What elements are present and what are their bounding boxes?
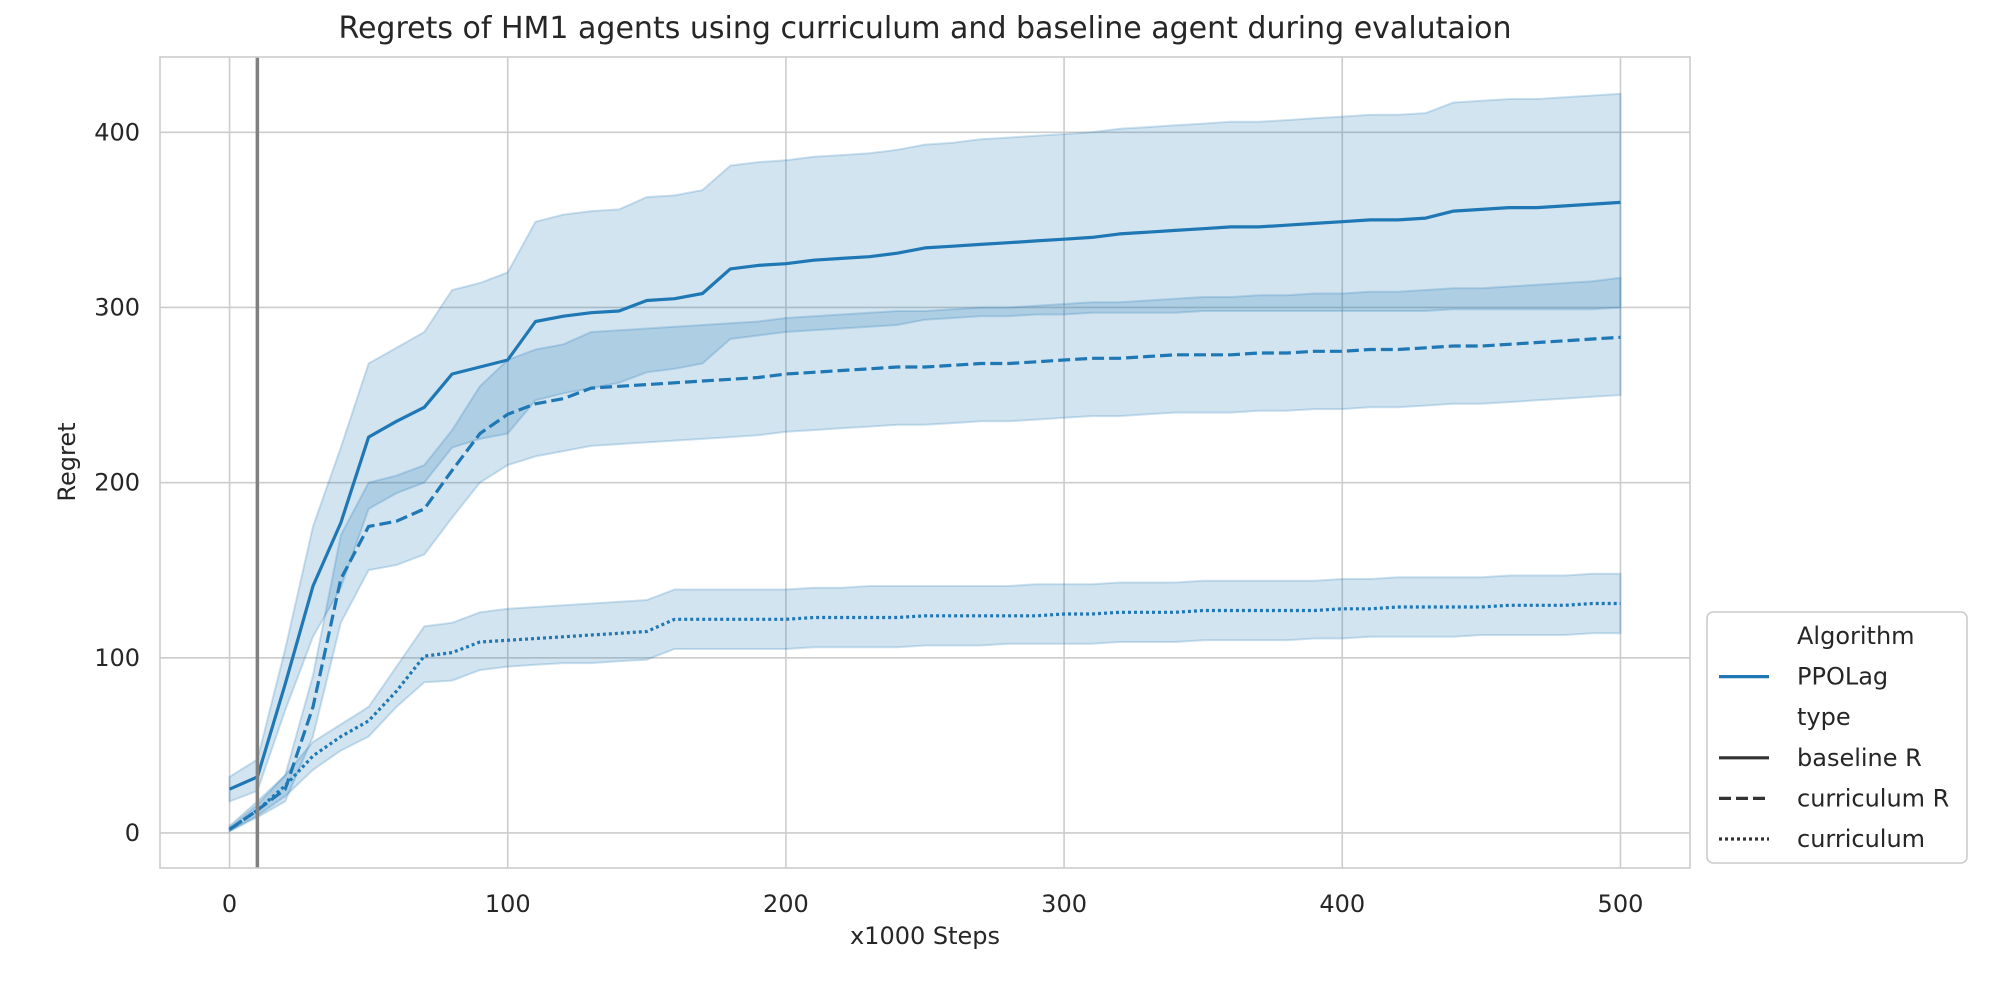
series-lines (228, 200, 1621, 831)
x-axis-label: x1000 Steps (850, 922, 1000, 950)
legend-box (1706, 611, 1968, 864)
x-tick-label: 300 (1041, 890, 1087, 918)
grid (160, 57, 1690, 868)
x-tick-label: 200 (763, 890, 809, 918)
line-curriculum-r (228, 335, 1621, 831)
y-tick-label: 200 (94, 469, 140, 497)
y-tick-label: 400 (94, 118, 140, 146)
band-curriculum-r (228, 276, 1622, 833)
x-tick-label: 100 (485, 890, 531, 918)
x-tick-labels: 0 100 200 300 400 500 (222, 890, 1643, 918)
x-tick-label: 0 (222, 890, 237, 918)
plot-frame (159, 56, 1691, 869)
line-curriculum (228, 601, 1621, 831)
legend-label: curriculum (1797, 825, 1925, 853)
band-curriculum (228, 572, 1622, 833)
legend: Algorithm PPOLag type baseline R curriculum … (1706, 611, 1968, 864)
legend-header: Algorithm (1797, 622, 1915, 650)
legend-label: baseline R (1797, 744, 1922, 772)
y-tick-labels: 0 100 200 300 400 (94, 118, 140, 847)
y-tick-label: 300 (94, 293, 140, 321)
y-axis-label: Regret (53, 422, 81, 501)
chart-title: Regrets of HM1 agents using curriculum a… (338, 11, 1511, 46)
x-tick-label: 500 (1598, 890, 1644, 918)
legend-header: type (1797, 703, 1851, 731)
legend-label: PPOLag (1797, 663, 1888, 691)
legend-label: curriculum R (1797, 784, 1949, 812)
confidence-bands (228, 92, 1622, 833)
y-tick-label: 0 (125, 819, 140, 847)
band-baseline-r (228, 92, 1622, 803)
line-baseline-r (228, 200, 1621, 791)
y-tick-label: 100 (94, 644, 140, 672)
x-tick-label: 400 (1319, 890, 1365, 918)
